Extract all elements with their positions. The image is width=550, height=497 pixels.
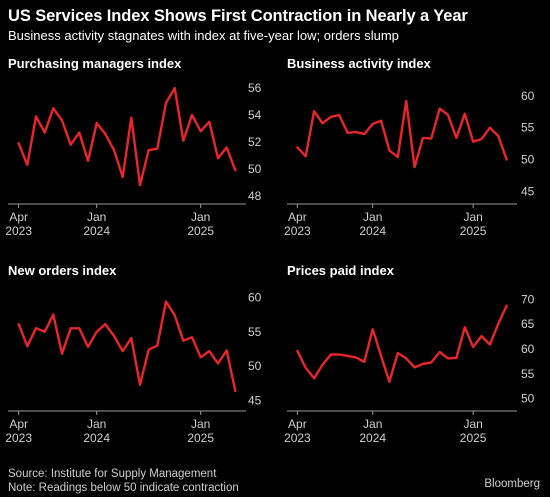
y-tick-label: 60 [248, 290, 262, 304]
y-tick-label: 50 [521, 152, 535, 166]
panel-prices-paid: Prices paid index 50 55 60 65 70 Apr 2023 Jan 20… [284, 263, 547, 453]
y-tick-label: 52 [248, 135, 262, 149]
series-line [17, 300, 237, 393]
x-tick-year: 2025 [187, 431, 214, 445]
y-tick-label: 55 [521, 367, 535, 381]
x-tick-label: Jan [87, 210, 106, 224]
x-tick-year: 2025 [187, 224, 214, 238]
panel-title: Prices paid index [287, 263, 394, 278]
x-tick-label: Apr [288, 417, 307, 431]
x-tick-label: Jan [363, 210, 382, 224]
y-tick-label: 60 [521, 342, 535, 356]
x-tick-label: Jan [463, 417, 482, 431]
panel-purchasing-managers: Purchasing managers index 48 50 52 54 56 Apr 2… [5, 56, 273, 246]
x-tick-year: 2023 [5, 431, 32, 445]
y-tick-label: 65 [521, 317, 535, 331]
x-tick-year: 2025 [460, 224, 487, 238]
bloomberg-logo: Bloomberg [484, 478, 540, 490]
x-tick-label: Jan [191, 417, 210, 431]
x-tick-year: 2023 [284, 431, 311, 445]
x-tick-label: Apr [9, 210, 28, 224]
panel-new-orders: New orders index 45 50 55 60 Apr 2023 Jan 2024 J… [5, 263, 273, 453]
source-note: Source: Institute for Supply Management [8, 468, 217, 480]
x-tick-year: 2024 [83, 431, 110, 445]
series-line [296, 304, 508, 383]
y-tick-label: 55 [521, 121, 535, 135]
page-subtitle: Business activity stagnates with index a… [8, 28, 399, 43]
x-tick-year: 2025 [460, 431, 487, 445]
x-tick-year: 2023 [5, 224, 32, 238]
x-tick-label: Jan [363, 417, 382, 431]
y-tick-label: 50 [248, 359, 262, 373]
x-tick-year: 2024 [83, 224, 110, 238]
x-tick-label: Jan [191, 210, 210, 224]
x-tick-year: 2023 [284, 224, 311, 238]
y-tick-label: 60 [521, 89, 535, 103]
panel-business-activity: Business activity index 45 50 55 60 Apr 2023 J… [284, 56, 547, 246]
series-line [296, 99, 508, 169]
x-tick-label: Jan [87, 417, 106, 431]
contraction-note: Note: Readings below 50 indicate contrac… [8, 482, 239, 494]
panel-title: Purchasing managers index [8, 56, 182, 71]
y-tick-label: 54 [248, 108, 262, 122]
y-tick-label: 55 [248, 325, 262, 339]
y-tick-label: 50 [248, 162, 262, 176]
y-tick-label: 70 [521, 292, 535, 306]
series-line [17, 86, 237, 187]
y-tick-label: 50 [521, 392, 535, 406]
x-tick-label: Apr [288, 210, 307, 224]
page-title: US Services Index Shows First Contractio… [8, 7, 468, 25]
y-tick-label: 45 [521, 184, 535, 198]
x-tick-year: 2024 [359, 224, 386, 238]
y-tick-label: 45 [248, 394, 262, 408]
x-tick-label: Apr [9, 417, 28, 431]
panel-title: New orders index [8, 263, 117, 278]
y-tick-label: 56 [248, 81, 262, 95]
x-tick-label: Jan [463, 210, 482, 224]
y-tick-label: 48 [248, 189, 262, 203]
panel-title: Business activity index [287, 56, 431, 71]
x-tick-year: 2024 [359, 431, 386, 445]
